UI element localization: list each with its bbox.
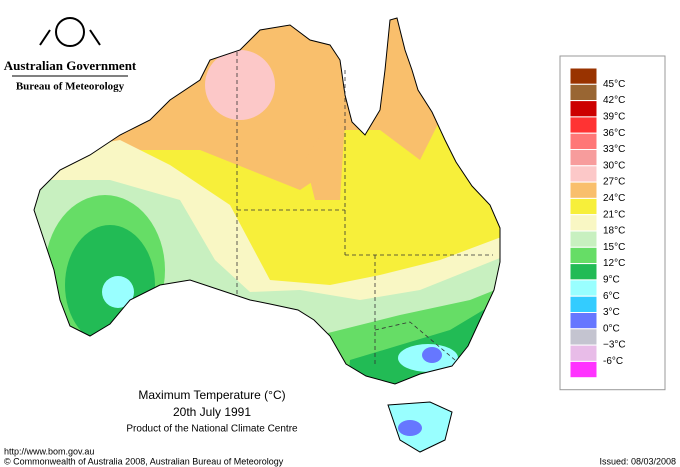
legend-swatch bbox=[569, 116, 598, 134]
legend-label: 33°C bbox=[603, 144, 625, 155]
map-subtitle: Product of the National Climate Centre bbox=[126, 424, 298, 435]
zone bbox=[422, 347, 442, 363]
legend-label: −3°C bbox=[603, 340, 626, 351]
legend-swatch bbox=[569, 360, 598, 379]
state-borders bbox=[236, 52, 493, 365]
legend-label: 45°C bbox=[603, 79, 625, 90]
legend-frame bbox=[559, 55, 666, 391]
legend-label: 3°C bbox=[603, 307, 620, 318]
legend-swatch bbox=[569, 197, 598, 216]
legend-label: 39°C bbox=[603, 112, 625, 123]
legend-label: 12°C bbox=[603, 258, 625, 269]
legend: 45°C 42°C 39°C 36°C 33°C 30°C 27°C 24°C 21°C 18°C… bbox=[559, 55, 666, 391]
legend-swatch bbox=[569, 165, 598, 183]
legend-label: 9°C bbox=[603, 275, 620, 286]
legend-swatch bbox=[569, 246, 598, 265]
footer-issued: Issued: 08/03/2008 bbox=[599, 456, 676, 466]
legend-label: 15°C bbox=[603, 242, 625, 253]
legend-swatch bbox=[569, 67, 598, 85]
legend-label: 27°C bbox=[603, 177, 625, 188]
legend-swatch bbox=[569, 263, 598, 281]
legend-label: 21°C bbox=[603, 209, 625, 220]
legend-swatch bbox=[569, 279, 598, 297]
legend-label: 30°C bbox=[603, 160, 625, 171]
legend-label: -6°C bbox=[603, 356, 623, 367]
zone bbox=[205, 50, 275, 120]
zone bbox=[305, 120, 345, 200]
legend-label: 18°C bbox=[603, 226, 625, 237]
legend-swatch bbox=[569, 295, 598, 314]
legend-label: 0°C bbox=[603, 323, 620, 334]
legend-label: 42°C bbox=[603, 95, 625, 106]
footer-copyright: © Commonwealth of Australia 2008, Austra… bbox=[4, 456, 284, 466]
zone bbox=[398, 420, 422, 436]
legend-swatch bbox=[569, 312, 598, 330]
legend-swatch bbox=[569, 181, 598, 199]
map-date: 20th July 1991 bbox=[173, 405, 251, 419]
legend-label: 6°C bbox=[603, 291, 620, 302]
legend-swatch bbox=[569, 149, 598, 167]
legend-swatch bbox=[569, 344, 598, 362]
footer-url: http://www.bom.gov.au bbox=[4, 446, 94, 456]
legend-swatch bbox=[569, 230, 598, 248]
map-title: Maximum Temperature (°C) bbox=[138, 388, 285, 402]
government-name: Australian Government bbox=[4, 58, 137, 73]
bureau-name: Bureau of Meteorology bbox=[16, 81, 125, 93]
legend-label: 36°C bbox=[603, 128, 625, 139]
legend-swatch bbox=[569, 328, 598, 346]
zone bbox=[102, 276, 134, 308]
logo bbox=[12, 17, 128, 77]
legend-swatch bbox=[569, 100, 598, 118]
legend-swatch bbox=[569, 132, 598, 150]
legend-label: 24°C bbox=[603, 193, 625, 204]
legend-swatch bbox=[569, 83, 598, 102]
legend-swatch bbox=[569, 214, 598, 232]
